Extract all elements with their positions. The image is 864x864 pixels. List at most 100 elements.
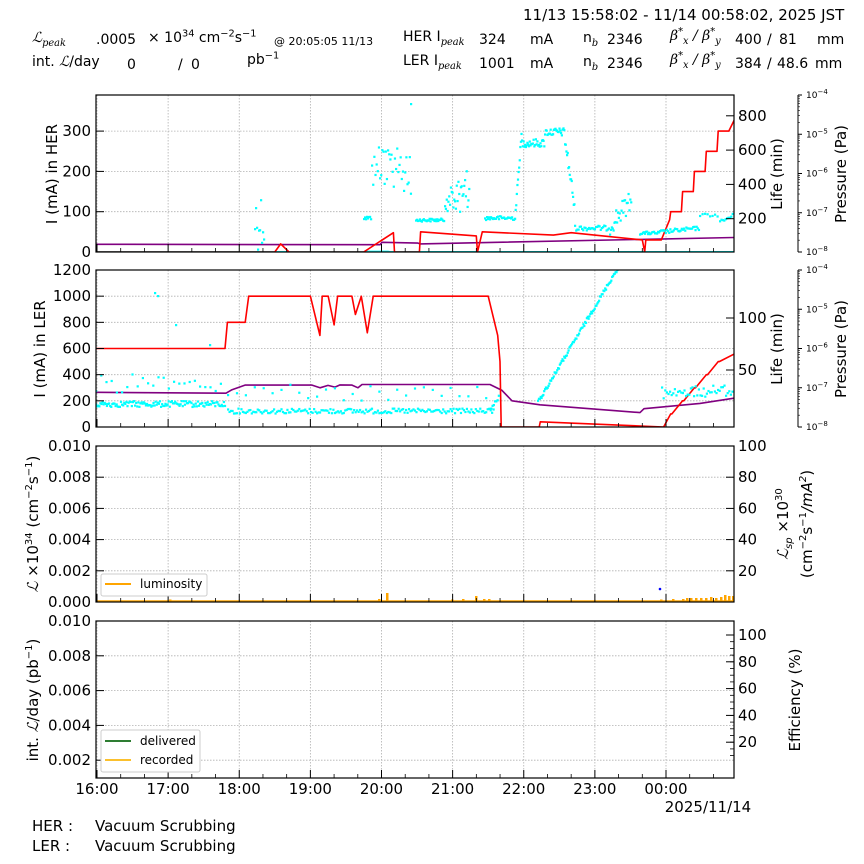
her-status: Vacuum Scrubbing <box>95 817 236 835</box>
svg-text:40: 40 <box>738 706 757 724</box>
svg-text:0.002: 0.002 <box>48 751 91 769</box>
svg-text:17:00: 17:00 <box>147 780 190 798</box>
svg-text:400: 400 <box>62 366 91 384</box>
svg-text:22:00: 22:00 <box>502 780 545 798</box>
svg-text:10−4: 10−4 <box>806 88 828 101</box>
ler-beta-label: β*x / β*y <box>670 50 721 71</box>
lumi-axis-title: ℒ ×1034 (cm−2s−1) <box>24 456 42 593</box>
svg-text:10−5: 10−5 <box>806 127 828 140</box>
svg-text:10−8: 10−8 <box>806 245 828 258</box>
svg-text:0.006: 0.006 <box>48 682 91 700</box>
ler-status: Vacuum Scrubbing <box>95 837 236 855</box>
svg-text:80: 80 <box>738 468 757 486</box>
intl-label: int. ℒ/day <box>32 54 100 70</box>
ler-status-label: LER : <box>32 837 71 855</box>
svg-text:20:00: 20:00 <box>360 780 403 798</box>
time-range: 11/13 15:58:02 - 11/14 00:58:02, 2025 JS… <box>523 6 845 24</box>
svg-text:1000: 1000 <box>53 287 91 305</box>
svg-text:0.006: 0.006 <box>48 499 91 517</box>
ler-nb-value: 2346 <box>607 56 643 72</box>
ler-life-axis-title: Life (min) <box>768 313 786 385</box>
her-beta-label: β*x / β*y <box>670 26 721 47</box>
svg-text:600: 600 <box>62 340 91 358</box>
svg-text:10−4: 10−4 <box>806 263 828 276</box>
grid-lines <box>96 95 734 778</box>
ler-beta-unit: mm <box>815 56 843 72</box>
ler-beta-sep: / <box>767 56 772 72</box>
svg-text:1200: 1200 <box>53 261 91 279</box>
her-beta-y: 81 <box>779 32 797 48</box>
svg-text:600: 600 <box>738 141 767 159</box>
svg-text:0.010: 0.010 <box>48 612 91 630</box>
svg-text:00:00: 00:00 <box>644 780 687 798</box>
intl-delivered: 0 <box>127 57 136 73</box>
lpeak-value: .0005 <box>96 32 137 48</box>
svg-text:18:00: 18:00 <box>218 780 261 798</box>
luminosity-legend: luminosity <box>100 573 208 597</box>
her-status-label: HER : <box>32 817 74 835</box>
ler-beta-x: 384 <box>735 56 762 72</box>
efficiency-axis-title: Efficiency (%) <box>786 649 804 752</box>
svg-text:10−7: 10−7 <box>806 206 828 219</box>
ler-beta-y: 48.6 <box>777 56 809 72</box>
svg-text:0.008: 0.008 <box>48 647 91 665</box>
intl-axis-title: int. ℒ/day (pb−1) <box>24 639 42 762</box>
lpeak-unit: × 1034 cm−2s−1 <box>148 28 257 46</box>
svg-text:100: 100 <box>738 437 767 455</box>
her-ipeak-label: HER Ipeak <box>403 29 465 48</box>
her-pressure-axis-title: Pressure (Pa) <box>832 125 850 223</box>
svg-text:200: 200 <box>62 162 91 180</box>
svg-text:0.010: 0.010 <box>48 437 91 455</box>
ler-nb-label: nb <box>583 54 599 73</box>
intl-separator: / <box>178 57 183 73</box>
lpeak-label: ℒpeak <box>32 30 66 49</box>
intl-unit: pb−1 <box>247 50 280 68</box>
axis-labels: 16:00 17:00 18:00 19:00 20:00 21:00 22:00 23:00… <box>48 88 828 798</box>
intl-legend: delivered recorded <box>100 729 201 773</box>
svg-text:0.004: 0.004 <box>48 716 91 734</box>
ler-current-axis-title: I (mA) in LER <box>31 300 49 397</box>
svg-text:16:00: 16:00 <box>75 780 118 798</box>
svg-text:10−6: 10−6 <box>806 167 828 180</box>
her-current-axis-title: I (mA) in HER <box>43 124 61 224</box>
axes-frames <box>95 94 802 779</box>
svg-text:0.004: 0.004 <box>48 531 91 549</box>
svg-text:800: 800 <box>62 313 91 331</box>
svg-text:400: 400 <box>738 175 767 193</box>
svg-text:10−7: 10−7 <box>806 381 828 394</box>
intl-recorded: 0 <box>191 57 200 73</box>
data-series <box>96 103 735 602</box>
svg-text:50: 50 <box>738 361 757 379</box>
lsp-axis-title-1: ℒsp ×1030 <box>774 488 795 560</box>
her-ipeak-unit: mA <box>530 32 554 48</box>
her-beta-unit: mm <box>817 32 845 48</box>
her-life-axis-title: Life (min) <box>768 138 786 210</box>
svg-text:20: 20 <box>738 562 757 580</box>
svg-text:0: 0 <box>81 418 91 436</box>
svg-text:40: 40 <box>738 531 757 549</box>
svg-text:200: 200 <box>62 392 91 410</box>
her-nb-value: 2346 <box>607 32 643 48</box>
legend-luminosity: luminosity <box>140 577 202 591</box>
ler-ipeak-value: 1001 <box>479 56 515 72</box>
legend-recorded: recorded <box>140 753 193 767</box>
her-ipeak-value: 324 <box>479 32 506 48</box>
svg-text:20: 20 <box>738 733 757 751</box>
svg-text:21:00: 21:00 <box>431 780 474 798</box>
svg-text:0.002: 0.002 <box>48 562 91 580</box>
svg-text:23:00: 23:00 <box>573 780 616 798</box>
her-beta-sep: / <box>767 32 772 48</box>
svg-text:0: 0 <box>81 243 91 261</box>
svg-text:0.000: 0.000 <box>48 593 91 611</box>
svg-text:10−5: 10−5 <box>806 302 828 315</box>
svg-text:10−6: 10−6 <box>806 342 828 355</box>
svg-text:100: 100 <box>738 309 767 327</box>
svg-text:60: 60 <box>738 680 757 698</box>
lsp-axis-title-2: (cm−2s−1/mA2) <box>798 470 816 578</box>
ler-ipeak-label: LER Ipeak <box>403 53 462 72</box>
ler-pressure-axis-title: Pressure (Pa) <box>832 300 850 398</box>
svg-text:200: 200 <box>738 210 767 228</box>
svg-text:0.008: 0.008 <box>48 468 91 486</box>
lpeak-at: @ 20:05:05 11/13 <box>274 35 374 48</box>
